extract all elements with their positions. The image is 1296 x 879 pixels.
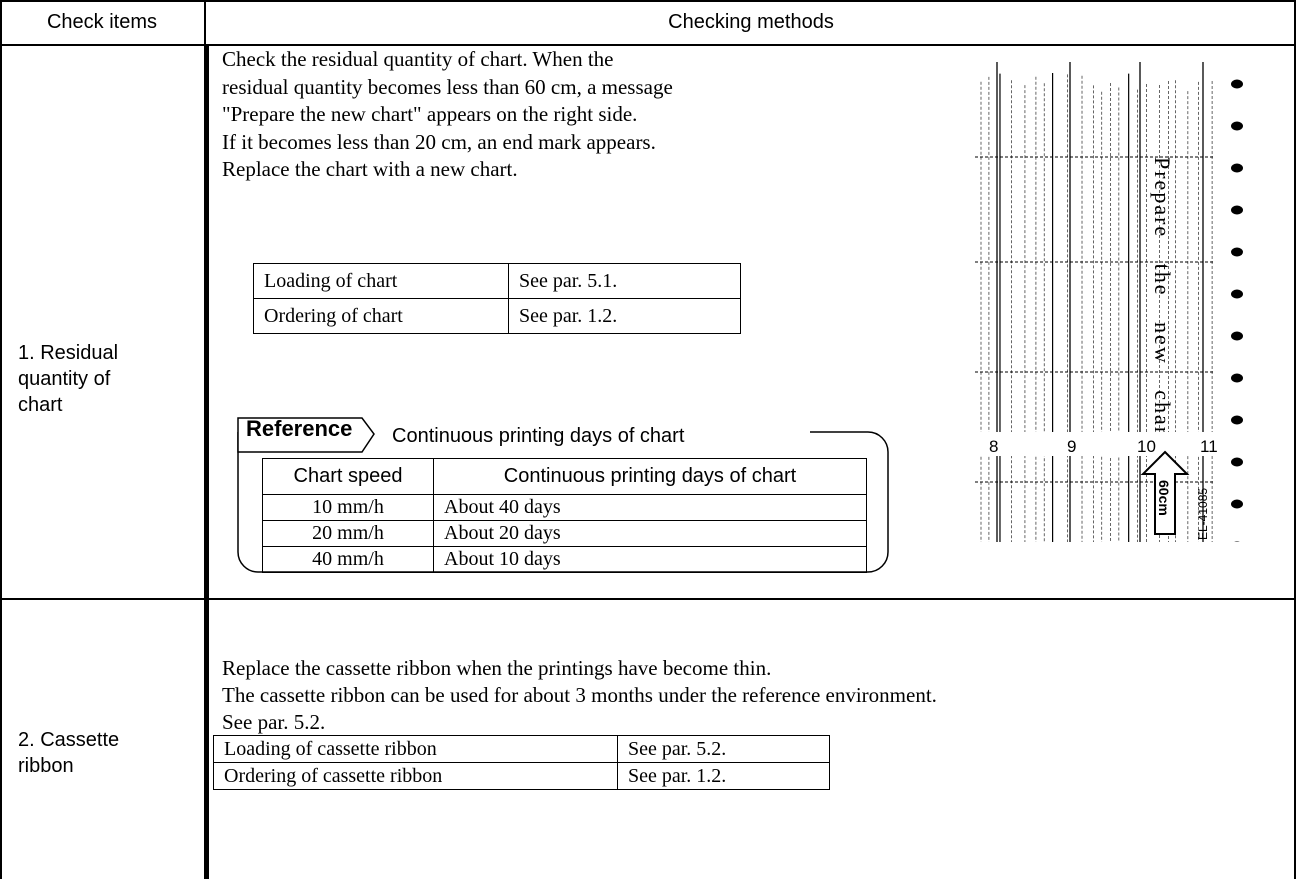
header-cell: Checking methods (668, 11, 834, 33)
reference-outline (237, 431, 889, 573)
marker-arrow (1140, 450, 1190, 535)
text-line: "Prepare the new chart" appears on the r… (222, 102, 638, 126)
sprocket-hole (1231, 289, 1243, 299)
sprocket-hole (1231, 499, 1243, 509)
sprocket-hole (1231, 79, 1243, 89)
reference-label: Reference (246, 416, 353, 441)
table-cell: 20 mm/h (262, 520, 434, 547)
border (0, 44, 1296, 46)
sprocket-hole (1231, 163, 1243, 173)
table-cell: About 20 days (433, 520, 867, 547)
table-cell: About 40 days (433, 494, 867, 521)
table-cell: Loading of chart (253, 263, 509, 299)
sprocket-hole (1231, 205, 1243, 215)
figure-marker: 60cm (1156, 480, 1172, 516)
text-line: Replace the chart with a new chart. (222, 157, 518, 181)
table-cell: 40 mm/h (262, 546, 434, 573)
sprocket-hole (1234, 541, 1240, 542)
table-cell: Loading of cassette ribbon (213, 735, 618, 763)
border (0, 0, 2, 879)
table-cell: See par. 1.2. (508, 298, 741, 334)
text-line: See par. 5.2. (222, 710, 326, 734)
sprocket-hole (1231, 331, 1243, 341)
border (0, 0, 1296, 2)
figure-tick: 8 (989, 437, 998, 456)
item-label: 2. Cassette ribbon (18, 729, 120, 777)
table-cell: Continuous printing days of chart (433, 458, 867, 495)
sprocket-hole (1231, 121, 1243, 131)
table-cell: Chart speed (262, 458, 434, 495)
sprocket-hole (1231, 457, 1243, 467)
figure-message: Prepare the new chart. (1150, 157, 1175, 452)
figure-tick: 11 (1200, 437, 1218, 456)
text-line: Check the residual quantity of chart. Wh… (222, 47, 614, 71)
border (204, 44, 209, 879)
chart-paper-figure: Prepare the new chart. 8 9 10 11 60cm EL… (975, 62, 1243, 542)
paragraph: Replace the cassette ribbon when the pri… (222, 655, 937, 736)
header-cell: Check items (46, 11, 158, 33)
table-cell: See par. 5.1. (508, 263, 741, 299)
border (0, 598, 1296, 600)
table-cell: 10 mm/h (262, 494, 434, 521)
reference-frame (237, 417, 889, 573)
text-line: Replace the cassette ribbon when the pri… (222, 656, 772, 680)
table-cell: About 10 days (433, 546, 867, 573)
figure-code: EL-41085 (1196, 488, 1210, 540)
text-line: If it becomes less than 20 cm, an end ma… (222, 129, 656, 154)
border (204, 0, 206, 44)
figure-tick: 10 (1137, 437, 1156, 456)
table-cell: Ordering of chart (253, 298, 509, 334)
item-label: 1. Residual quantity of chart (18, 342, 119, 416)
sprocket-hole (1231, 415, 1243, 425)
table-cell: See par. 1.2. (617, 762, 830, 790)
table-cell: Ordering of cassette ribbon (213, 762, 618, 790)
text-line: The cassette ribbon can be used for abou… (222, 683, 937, 707)
sprocket-hole (1231, 247, 1243, 257)
reference-title: Continuous printing days of chart (392, 425, 685, 447)
reference-tag (237, 417, 375, 453)
table-cell: See par. 5.2. (617, 735, 830, 763)
figure-tick: 9 (1067, 437, 1076, 456)
text-line: residual quantity becomes less than 60 c… (222, 74, 673, 99)
paragraph: Check the residual quantity of chart. Wh… (222, 46, 673, 184)
border (1294, 0, 1296, 879)
tick-band (975, 432, 1220, 456)
sprocket-hole (1231, 373, 1243, 383)
